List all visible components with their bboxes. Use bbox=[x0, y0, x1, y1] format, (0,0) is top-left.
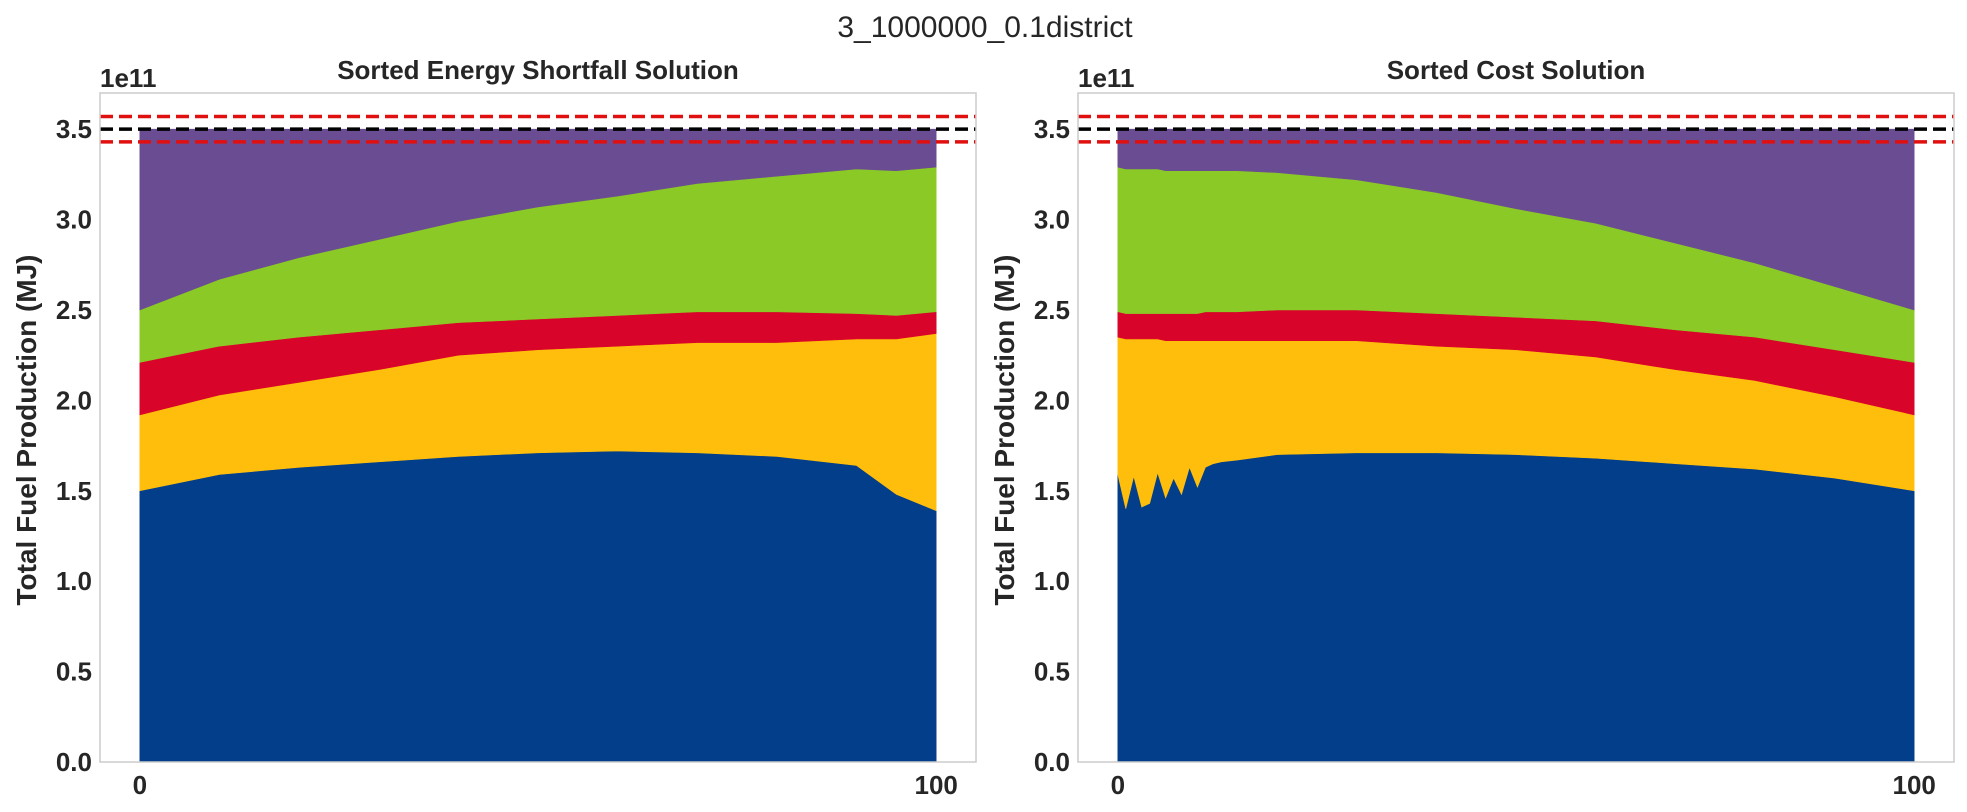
panel-shortfall-xtick-label: 100 bbox=[914, 770, 957, 800]
panel-cost-offset-label: 1e11 bbox=[1078, 63, 1134, 93]
figure-suptitle: 3_1000000_0.1district bbox=[837, 11, 1133, 44]
panel-cost-ytick-label: 3.5 bbox=[1034, 114, 1070, 144]
panel-cost-ytick-label: 1.0 bbox=[1034, 566, 1070, 596]
panel-cost-xticks: 0 100 bbox=[1111, 770, 1936, 800]
panel-shortfall-area-layer-1 bbox=[139, 450, 937, 763]
panel-shortfall-xtick-label: 0 bbox=[133, 770, 147, 800]
panel-shortfall-title: Sorted Energy Shortfall Solution bbox=[337, 55, 739, 85]
panel-shortfall-ytick-label: 0.5 bbox=[56, 657, 92, 687]
panel-cost-yticks: 0.0 0.5 1.0 1.5 2.0 2.5 3.0 3.5 bbox=[1034, 114, 1070, 777]
panel-cost-ytick-label: 2.5 bbox=[1034, 295, 1070, 325]
panel-shortfall-ytick-label: 2.5 bbox=[56, 295, 92, 325]
panel-cost-hlines bbox=[1078, 114, 1954, 144]
panel-shortfall-area-layer-5 bbox=[139, 128, 937, 311]
panel-shortfall-ytick-label: 3.0 bbox=[56, 205, 92, 235]
panel-cost-ytick-label: 0.0 bbox=[1034, 747, 1070, 777]
panel-cost-xtick-label: 100 bbox=[1892, 770, 1935, 800]
panel-shortfall-ytick-label: 1.0 bbox=[56, 566, 92, 596]
panel-cost-ytick-label: 0.5 bbox=[1034, 657, 1070, 687]
panel-shortfall: Sorted Energy Shortfall Solution 1e11 To… bbox=[11, 55, 977, 800]
panel-cost-ytick-label: 2.0 bbox=[1034, 385, 1070, 415]
panel-cost-title: Sorted Cost Solution bbox=[1387, 55, 1646, 85]
panel-shortfall-yticks: 0.0 0.5 1.0 1.5 2.0 2.5 3.0 3.5 bbox=[56, 114, 92, 777]
panel-shortfall-ytick-label: 3.5 bbox=[56, 114, 92, 144]
panel-cost-frame bbox=[1077, 92, 1955, 763]
panel-shortfall-frame bbox=[99, 92, 977, 763]
panel-cost-ytick-label: 3.0 bbox=[1034, 205, 1070, 235]
panel-shortfall-ytick-label: 1.5 bbox=[56, 476, 92, 506]
panel-shortfall-hlines bbox=[100, 114, 976, 144]
panel-shortfall-ylabel: Total Fuel Production (MJ) bbox=[11, 254, 42, 605]
panel-cost: Sorted Cost Solution 1e11 Total Fuel Pro… bbox=[989, 55, 1955, 800]
panel-shortfall-ytick-label: 0.0 bbox=[56, 747, 92, 777]
panel-cost-ytick-label: 1.5 bbox=[1034, 476, 1070, 506]
panel-shortfall-offset-label: 1e11 bbox=[100, 63, 156, 93]
panel-cost-ylabel: Total Fuel Production (MJ) bbox=[989, 254, 1020, 605]
panel-cost-areas bbox=[1117, 128, 1915, 763]
panel-shortfall-ytick-label: 2.0 bbox=[56, 385, 92, 415]
panel-shortfall-xticks: 0 100 bbox=[133, 770, 958, 800]
panel-cost-xtick-label: 0 bbox=[1111, 770, 1125, 800]
panel-shortfall-areas bbox=[139, 128, 937, 763]
panel-cost-area-layer-1 bbox=[1117, 452, 1915, 763]
